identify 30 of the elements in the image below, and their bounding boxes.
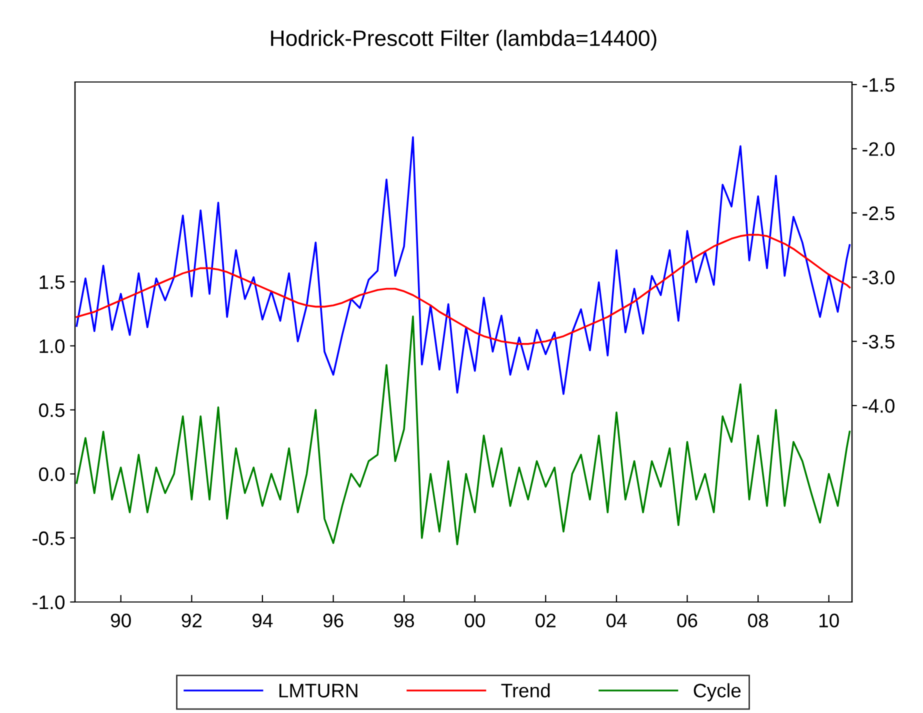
- y2-tick-label: -3.5: [862, 334, 894, 349]
- legend-label: LMTURN: [279, 684, 358, 698]
- chart-title: Hodrick-Prescott Filter (lambda=14400): [271, 30, 656, 50]
- x-tick-label: 90: [110, 614, 131, 628]
- x-tick-label: 04: [606, 614, 627, 628]
- line-series: [76, 234, 851, 345]
- y-tick-label: 0.0: [39, 467, 65, 482]
- line-series: [76, 315, 851, 546]
- x-tick-label: 08: [748, 614, 768, 628]
- y2-tick-label: -3.0: [862, 270, 894, 284]
- x-tick-label: 92: [182, 614, 202, 628]
- legend-label: Cycle: [694, 683, 741, 702]
- y-tick-label: -0.5: [32, 531, 64, 546]
- y2-tick-label: -4.0: [862, 399, 894, 413]
- x-tick-label: 94: [252, 614, 273, 628]
- y2-tick-label: -2.0: [862, 142, 894, 156]
- y2-tick-label: -2.5: [862, 206, 894, 220]
- y-tick-label: 1.5: [40, 275, 64, 290]
- y-tick-label: -1.0: [32, 595, 65, 610]
- y-tick-label: 1.0: [40, 339, 65, 354]
- x-tick-label: 10: [820, 614, 839, 628]
- x-tick-label: 02: [536, 614, 556, 628]
- x-tick-label: 96: [323, 614, 344, 628]
- y2-tick-label: -1.5: [862, 78, 894, 92]
- x-tick-label: 06: [677, 614, 698, 628]
- x-tick-label: 98: [394, 614, 414, 628]
- legend-label: Trend: [501, 683, 550, 698]
- x-tick-label: 00: [464, 614, 485, 628]
- y-tick-label: 0.5: [39, 403, 64, 418]
- line-series: [76, 136, 851, 395]
